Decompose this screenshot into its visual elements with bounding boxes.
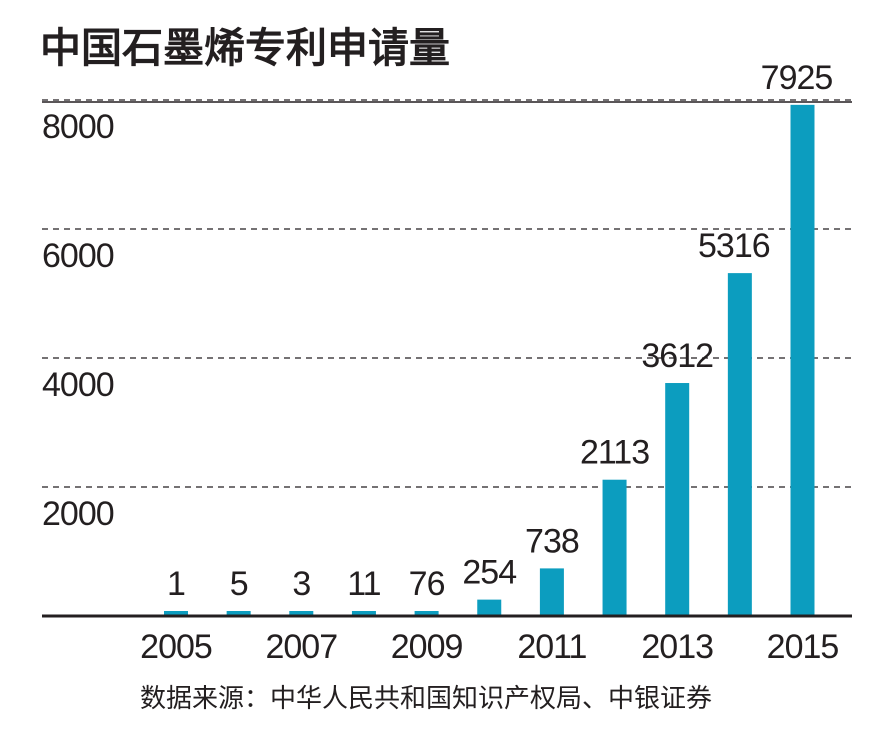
y-axis-ticks: 2000 4000 6000 8000 (42, 108, 115, 533)
bars (164, 104, 815, 617)
data-label-2005: 1 (167, 565, 185, 603)
chart-title: 中国石墨烯专利申请量 (40, 24, 450, 72)
bar-2006 (226, 611, 251, 616)
x-tick-label-2015: 2015 (767, 628, 839, 666)
data-label-2011: 738 (525, 522, 579, 560)
x-tick-label-2013: 2013 (641, 628, 713, 666)
bar-2015 (790, 104, 815, 617)
x-tick-label-2009: 2009 (391, 628, 463, 666)
x-axis-ticks: 2005 2007 2009 2011 2013 2015 (140, 628, 839, 666)
bar-2011 (539, 568, 564, 616)
bar-2008 (351, 611, 376, 616)
y-tick-label-8000: 8000 (42, 108, 114, 146)
x-tick-label-2011: 2011 (517, 628, 586, 666)
bar-2014 (727, 273, 752, 616)
y-tick-label-4000: 4000 (42, 366, 114, 404)
data-label-2014: 5316 (698, 227, 770, 265)
bar-2005 (164, 611, 188, 616)
bar-2007 (289, 611, 314, 616)
data-label-2015: 7925 (761, 59, 833, 97)
data-label-2007: 3 (292, 565, 310, 603)
bar-2010 (477, 599, 502, 616)
data-label-2009: 76 (409, 565, 445, 603)
data-label-2013: 3612 (641, 337, 713, 375)
bar-2012 (602, 479, 627, 616)
x-tick-label-2007: 2007 (265, 628, 337, 666)
y-tick-label-6000: 6000 (42, 237, 114, 275)
data-label-2012: 2113 (580, 434, 649, 472)
data-label-2006: 5 (230, 565, 248, 603)
source-note: 数据来源：中华人民共和国知识产权局、中银证券 (140, 684, 712, 714)
y-tick-label-2000: 2000 (42, 495, 114, 533)
gridlines (42, 99, 852, 488)
bar-2013 (665, 383, 690, 616)
bar-2009 (414, 611, 439, 616)
data-label-2008: 11 (347, 565, 380, 603)
x-tick-label-2005: 2005 (140, 628, 212, 666)
data-label-2010: 254 (462, 554, 516, 592)
